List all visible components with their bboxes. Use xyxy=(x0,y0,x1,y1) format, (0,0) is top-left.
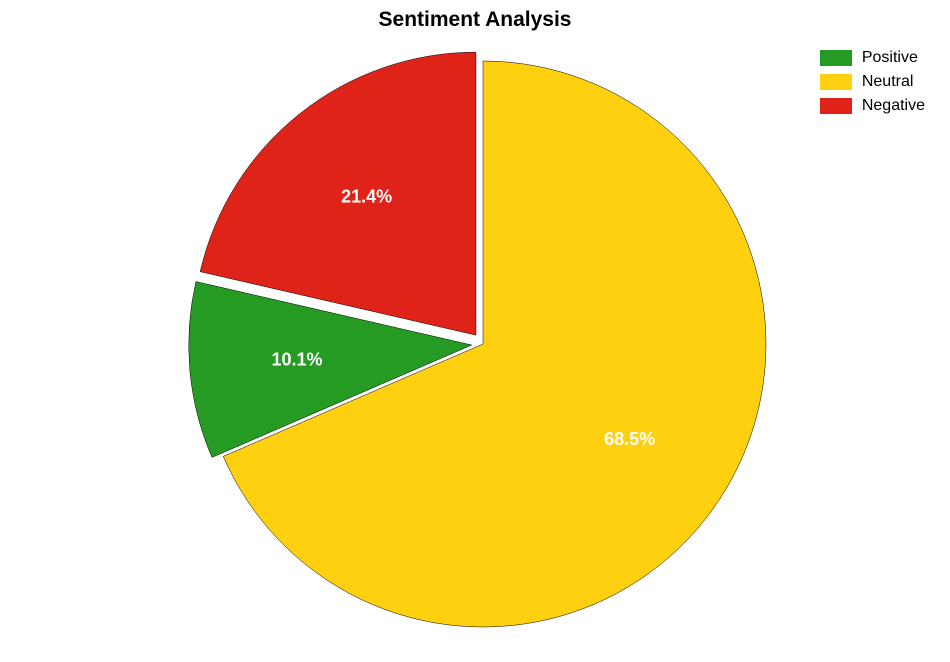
legend-swatch-negative xyxy=(820,98,852,114)
legend-item-neutral: Neutral xyxy=(820,72,925,92)
legend-item-negative: Negative xyxy=(820,96,925,116)
legend-swatch-positive xyxy=(820,50,852,66)
sentiment-pie-chart: Sentiment Analysis 21.4%10.1%68.5% Posit… xyxy=(0,0,950,662)
legend-item-positive: Positive xyxy=(820,48,925,68)
legend-label-negative: Negative xyxy=(862,97,925,115)
legend-label-neutral: Neutral xyxy=(862,73,914,91)
legend-label-positive: Positive xyxy=(862,49,918,67)
slice-label-positive: 10.1% xyxy=(271,350,322,370)
slice-label-neutral: 68.5% xyxy=(604,429,655,449)
pie-svg: 21.4% 10.1% 68.5% xyxy=(0,0,950,662)
slice-label-negative: 21.4% xyxy=(341,187,392,207)
legend: Positive Neutral Negative xyxy=(820,48,925,120)
legend-swatch-neutral xyxy=(820,74,852,90)
